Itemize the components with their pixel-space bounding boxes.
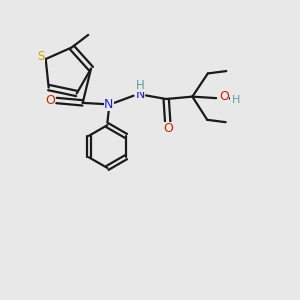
Text: H: H (232, 95, 240, 106)
Text: S: S (38, 50, 45, 63)
Text: N: N (104, 98, 113, 111)
Text: N: N (136, 88, 145, 101)
Text: O: O (219, 90, 229, 104)
Text: O: O (45, 94, 55, 107)
Text: O: O (163, 122, 172, 135)
Text: H: H (136, 80, 145, 92)
